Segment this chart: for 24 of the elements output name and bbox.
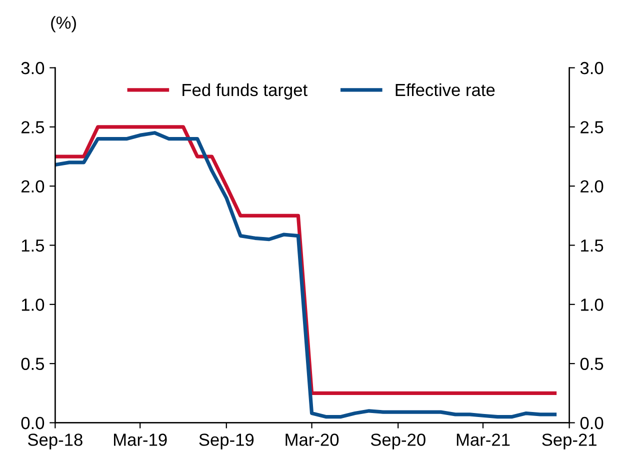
y-tick-label: 1.5	[22, 240, 44, 252]
x-tick-label: Sep-21	[542, 434, 596, 450]
x-tick-label: Sep-18	[28, 434, 82, 450]
y2-tick-label: 3.0	[580, 62, 604, 74]
x-tick-label: Sep-19	[199, 434, 254, 450]
y2-tick-label: 0.0	[580, 416, 604, 430]
y2-tick-label: 1.0	[581, 298, 604, 311]
x-tick-label: Mar-21	[456, 434, 510, 446]
y2-tick-label: 2.5	[580, 121, 604, 134]
y-tick-label: 2.5	[22, 121, 44, 134]
y-axis-title: (%)	[51, 16, 76, 32]
x-tick-label: Mar-20	[286, 434, 339, 446]
legend-label: Effective rate	[396, 83, 495, 96]
legend-label: Fed funds target	[182, 83, 308, 100]
y-tick-label: 0.0	[21, 416, 44, 430]
y2-tick-label: 2.0	[580, 180, 604, 193]
y-tick-label: 0.5	[21, 358, 44, 370]
x-tick-label: Sep-20	[370, 434, 426, 450]
y-tick-label: 2.0	[22, 180, 44, 193]
y2-tick-label: 0.5	[580, 358, 604, 370]
x-tick-label: Mar-19	[114, 434, 167, 446]
y-tick-label: 1.0	[22, 298, 44, 311]
y2-tick-label: 1.5	[581, 240, 604, 252]
y-tick-label: 3.0	[21, 62, 44, 74]
